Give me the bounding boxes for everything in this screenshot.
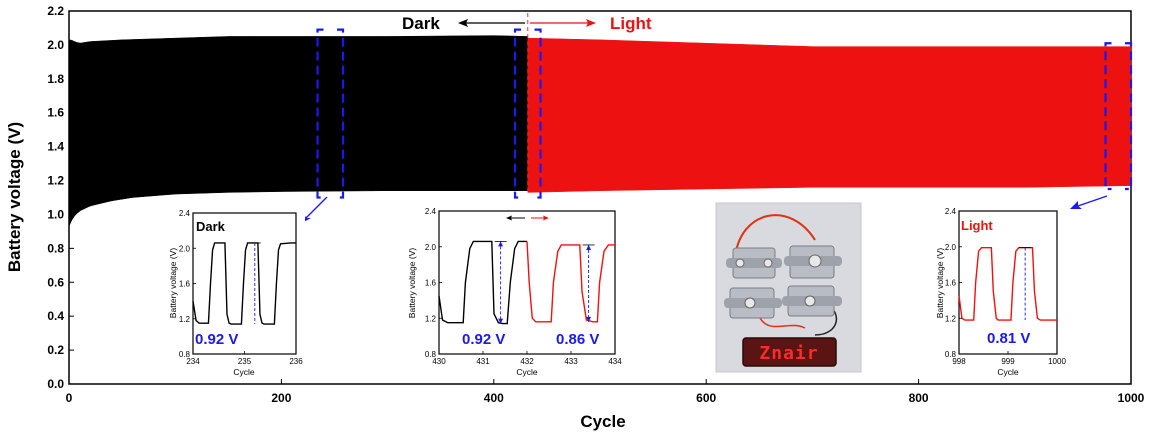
zoom-box-1 — [316, 28, 345, 199]
inset-transition: 0.8 1.2 1.6 2.0 2.4 430 431 432 433 434 0.92 V 0.… — [406, 204, 622, 377]
y-tick-label: 0.6 — [47, 275, 64, 289]
red-wire — [734, 214, 816, 259]
inset-dark: 0.8 1.2 1.6 2.0 2.4 234 235 236 Dark 0.92 V Cyc… — [168, 204, 305, 377]
y-tick-label: 2.0 — [47, 38, 64, 52]
x-tick-label: 400 — [484, 391, 504, 405]
y-tick-label: 1.8 — [47, 72, 64, 86]
inset-dark-title: Dark — [196, 219, 226, 234]
series-envelope-light — [527, 37, 1132, 193]
zoom-box-3 — [1104, 42, 1133, 191]
inset-transition-y-tick-label: 1.6 — [425, 279, 437, 288]
inset-transition-series-light — [526, 241, 615, 323]
inset-dark-series-dark — [192, 242, 296, 325]
inset-transition-y-tick-label: 1.2 — [425, 314, 437, 323]
inset-transition-y-title: Battery voltage (V) — [407, 248, 417, 319]
inset-transition-x-tick-label: 434 — [608, 357, 622, 366]
inset-light: 0.8 1.2 1.6 2.0 2.4 998 999 1000 Light 0.81 V C… — [934, 204, 1068, 377]
inset-light-x-tick-label: 999 — [1001, 357, 1015, 366]
x-tick-label: 1000 — [1118, 391, 1145, 405]
inset-light-x-tick-label: 1000 — [1048, 357, 1066, 366]
y-tick-label: 1.2 — [47, 174, 64, 188]
leader-arrow-light-head — [1070, 201, 1082, 209]
inset-light-annotation: 0.81 V — [987, 330, 1030, 347]
y-tick-label: 1.6 — [47, 106, 64, 120]
inset-light-y-tick-label: 2.0 — [945, 243, 957, 252]
inset-transition-x-tick-label: 431 — [476, 357, 490, 366]
x-tick-label: 600 — [696, 391, 716, 405]
inset-transition-x-tick-label: 432 — [520, 357, 534, 366]
inset-transition-dark-arrow-head — [506, 215, 512, 221]
inset-light-y-tick-label: 0.8 — [945, 350, 957, 359]
y-tick-label: 0.2 — [47, 343, 64, 357]
inset-dark-y-tick-label: 1.6 — [179, 280, 191, 289]
inset-transition-voltage-gap-arrow-up — [586, 244, 592, 250]
inset-dark-y-tick-label: 2.0 — [179, 244, 191, 253]
y-tick-label: 2.2 — [47, 4, 64, 18]
dark-arrow-head — [458, 19, 468, 27]
inset-light-y-tick-label: 1.6 — [945, 279, 957, 288]
leader-arrow-light — [1074, 195, 1108, 208]
inset-dark-y-tick-label: 2.4 — [179, 209, 191, 218]
inset-transition-light-arrow-head — [543, 215, 549, 221]
main-y-axis-title: Battery voltage (V) — [5, 122, 24, 272]
main-chart: 0.0 0.2 0.4 0.6 0.8 1.0 1.2 1.4 1.6 1.8 2.0 2.2 0 20… — [5, 4, 1145, 431]
inset-dark-y-tick-label: 0.8 — [179, 350, 191, 359]
inset-light-x-tick-label: 998 — [952, 357, 966, 366]
x-tick-label: 200 — [271, 391, 291, 405]
x-tick-label: 0 — [66, 391, 73, 405]
y-tick-label: 0.4 — [47, 309, 64, 323]
led-display — [742, 337, 837, 367]
inset-transition-y-tick-label: 0.8 — [425, 350, 437, 359]
inset-dark-annotation: 0.92 V — [195, 331, 238, 348]
inset-transition-annotation-light: 0.86 V — [556, 331, 599, 348]
inset-transition-x-tick-label: 430 — [432, 357, 446, 366]
inset-light-x-title: Cycle — [997, 367, 1019, 377]
inset-dark-x-tick-label: 234 — [186, 357, 200, 366]
inset-light-y-tick-label: 2.4 — [945, 207, 957, 216]
y-tick-label: 0.0 — [47, 377, 64, 391]
inset-light-series-light — [958, 246, 1057, 321]
inset-dark-x-tick-label: 236 — [289, 357, 303, 366]
y-tick-label: 1.4 — [47, 140, 64, 154]
inset-transition-y-tick-label: 2.4 — [425, 207, 437, 216]
device-photo: Znair — [715, 202, 862, 373]
inset-transition-annotation-dark: 0.92 V — [462, 331, 505, 348]
leader-arrow-dark — [303, 196, 328, 221]
inset-transition-y-tick-label: 2.0 — [425, 243, 437, 252]
inset-transition-voltage-gap-arrow-down — [498, 318, 504, 324]
zinc-air-cell-bottom-left — [724, 287, 782, 319]
inset-transition-x-title: Cycle — [516, 367, 538, 377]
light-label: Light — [610, 14, 652, 33]
inset-dark-x-title: Cycle — [233, 367, 255, 377]
dark-label: Dark — [402, 14, 440, 33]
zinc-air-cell-top-right — [784, 245, 842, 279]
light-arrow-head — [586, 19, 596, 27]
inset-dark-y-title: Battery voltage (V) — [168, 248, 178, 319]
red-wire-2 — [759, 317, 806, 329]
x-tick-label: 800 — [909, 391, 929, 405]
led-display-text: Znair — [759, 343, 818, 364]
main-x-axis-title: Cycle — [580, 412, 625, 431]
inset-dark-x-tick-label: 235 — [238, 357, 252, 366]
inset-light-title: Light — [961, 218, 993, 233]
inset-transition-series-dark — [438, 240, 527, 325]
inset-light-y-title: Battery voltage (V) — [935, 248, 945, 319]
inset-light-y-tick-label: 1.2 — [945, 314, 957, 323]
zinc-air-cell-bottom-right — [782, 285, 842, 317]
inset-dark-y-tick-label: 1.2 — [179, 315, 191, 324]
series-envelope-dark — [68, 35, 529, 227]
inset-transition-voltage-gap-arrow-up — [498, 241, 504, 247]
zinc-air-cell-top-left — [726, 247, 782, 279]
inset-transition-voltage-gap-arrow-down — [586, 316, 592, 322]
y-tick-label: 1.0 — [47, 207, 64, 221]
inset-transition-x-tick-label: 433 — [564, 357, 578, 366]
zoom-box-2 — [513, 28, 542, 199]
y-tick-label: 0.8 — [47, 241, 64, 255]
